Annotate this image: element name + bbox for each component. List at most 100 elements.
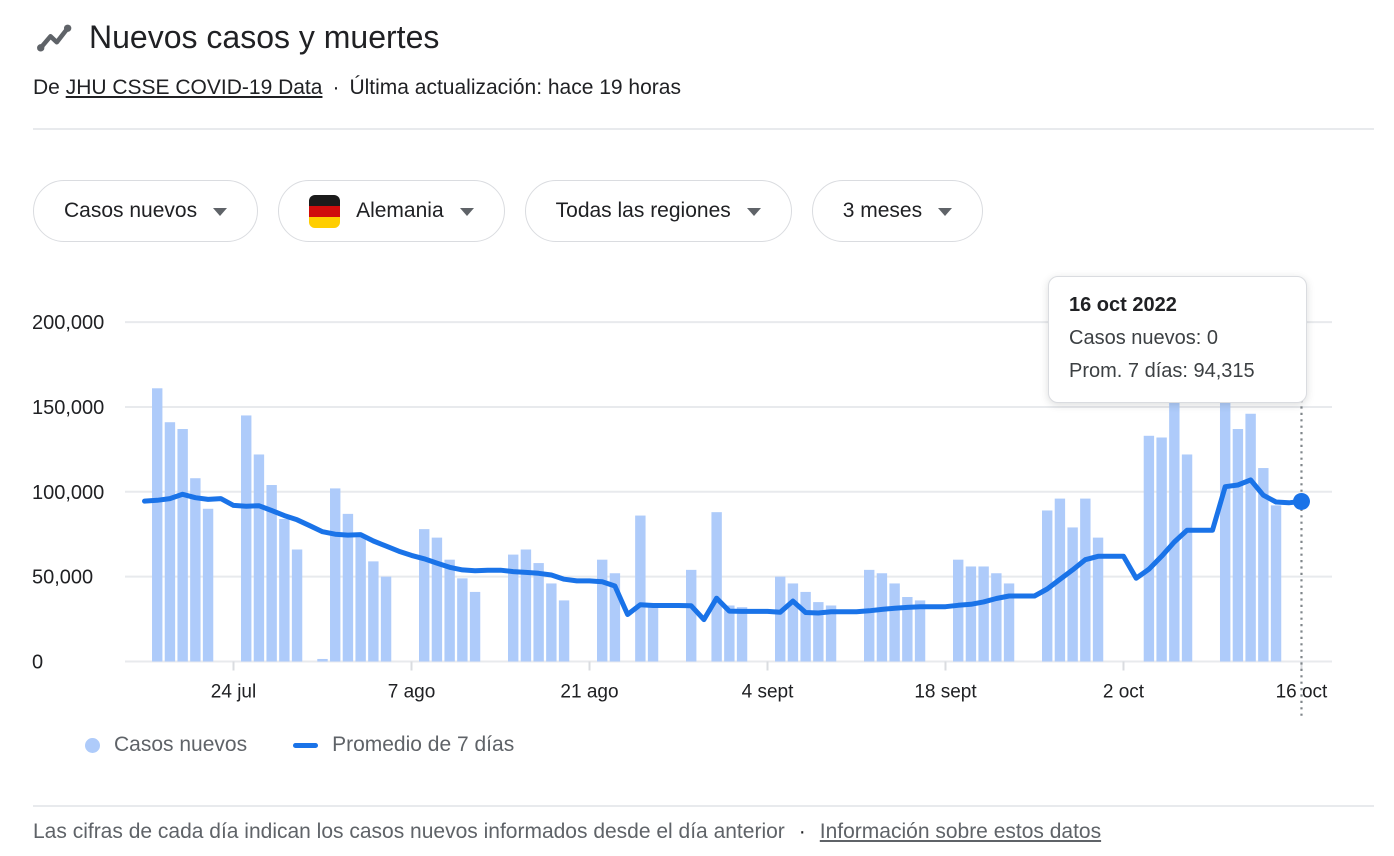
bar-casos-nuevos[interactable]	[202, 508, 214, 662]
bar-casos-nuevos[interactable]	[152, 388, 163, 662]
bar-casos-nuevos[interactable]	[864, 569, 875, 662]
line-chart-icon	[33, 16, 75, 58]
bar-casos-nuevos[interactable]	[533, 563, 544, 662]
chevron-down-icon	[213, 208, 228, 216]
separator-dot: ·	[798, 820, 806, 843]
bar-casos-nuevos[interactable]	[1067, 527, 1078, 662]
bar-casos-nuevos[interactable]	[736, 607, 748, 662]
bar-casos-nuevos[interactable]	[1092, 537, 1104, 662]
bar-casos-nuevos[interactable]	[889, 583, 900, 662]
x-axis-label: 21 ago	[560, 682, 618, 703]
bar-casos-nuevos[interactable]	[368, 561, 379, 662]
bar-casos-nuevos[interactable]	[609, 573, 621, 662]
bar-casos-nuevos[interactable]	[253, 454, 265, 662]
header-divider	[33, 128, 1374, 130]
bar-casos-nuevos[interactable]	[1080, 498, 1091, 662]
bars-legend-swatch	[85, 737, 100, 753]
bar-casos-nuevos[interactable]	[546, 583, 557, 662]
bar-casos-nuevos[interactable]	[597, 559, 608, 662]
bar-casos-nuevos[interactable]	[241, 415, 252, 662]
legend-label: Promedio de 7 días	[332, 733, 515, 756]
bar-casos-nuevos[interactable]	[1258, 468, 1269, 662]
y-axis-label: 0	[32, 652, 43, 674]
separator-dot: ·	[332, 76, 340, 99]
chevron-down-icon	[938, 208, 953, 216]
x-axis-label: 24 jul	[211, 682, 256, 703]
chip-label: Todas las regiones	[555, 199, 731, 222]
x-axis-label: 4 sept	[742, 682, 794, 703]
bar-casos-nuevos[interactable]	[330, 488, 341, 662]
bar-casos-nuevos[interactable]	[279, 518, 290, 662]
legend-item-average: Promedio de 7 días	[293, 733, 514, 757]
bar-casos-nuevos[interactable]	[1181, 454, 1193, 662]
bar-casos-nuevos[interactable]	[1003, 583, 1015, 662]
bar-casos-nuevos[interactable]	[164, 422, 176, 662]
source-prefix: De	[33, 76, 60, 99]
bar-casos-nuevos[interactable]	[431, 537, 443, 662]
y-axis-label: 200,000	[32, 312, 104, 334]
bar-casos-nuevos[interactable]	[635, 515, 646, 662]
tooltip-average: Prom. 7 días: 94,315	[1069, 360, 1255, 382]
bar-casos-nuevos[interactable]	[558, 600, 570, 662]
bar-casos-nuevos[interactable]	[787, 583, 799, 662]
x-axis-label: 2 oct	[1103, 682, 1145, 703]
data-info-link[interactable]: Información sobre estos datos	[819, 820, 1102, 843]
bar-casos-nuevos[interactable]	[825, 605, 837, 662]
legend-label: Casos nuevos	[114, 733, 248, 756]
bar-casos-nuevos[interactable]	[419, 529, 430, 662]
bar-casos-nuevos[interactable]	[317, 658, 328, 662]
bar-casos-nuevos[interactable]	[952, 559, 964, 662]
highlight-point	[1292, 492, 1310, 510]
bar-casos-nuevos[interactable]	[775, 576, 786, 662]
bar-casos-nuevos[interactable]	[876, 573, 888, 662]
bar-casos-nuevos[interactable]	[647, 605, 659, 662]
bar-casos-nuevos[interactable]	[1169, 396, 1180, 662]
cases-chart[interactable]: 0 50,000 100,000 150,000 200,000 24 jul 7 ago 2…	[0, 300, 1394, 720]
bar-casos-nuevos[interactable]	[965, 566, 977, 662]
avg7-line	[142, 477, 1304, 623]
source-link[interactable]: JHU CSSE COVID-19 Data	[65, 76, 323, 99]
filter-metric-dropdown[interactable]: Casos nuevos	[33, 180, 259, 242]
bar-casos-nuevos[interactable]	[914, 600, 926, 662]
footer-note-row: Las cifras de cada día indican los casos…	[33, 820, 1101, 844]
filter-country-dropdown[interactable]: Alemania	[278, 180, 505, 242]
filter-period-dropdown[interactable]: 3 meses	[811, 180, 984, 242]
bar-casos-nuevos[interactable]	[444, 559, 455, 662]
bar-casos-nuevos[interactable]	[686, 569, 697, 662]
bar-casos-nuevos[interactable]	[469, 591, 481, 662]
bar-casos-nuevos[interactable]	[355, 535, 366, 662]
chart-legend: Casos nuevos Promedio de 7 días	[85, 733, 514, 757]
bar-casos-nuevos[interactable]	[711, 512, 722, 662]
bar-casos-nuevos[interactable]	[508, 554, 519, 662]
filter-region-dropdown[interactable]: Todas las regiones	[524, 180, 792, 242]
page-title: Nuevos casos y muertes	[89, 18, 440, 55]
bar-casos-nuevos[interactable]	[1232, 429, 1244, 662]
tooltip-date: 16 oct 2022	[1069, 294, 1177, 316]
chevron-down-icon	[459, 208, 474, 216]
bar-casos-nuevos[interactable]	[724, 605, 735, 662]
bar-casos-nuevos[interactable]	[177, 429, 188, 662]
bar-casos-nuevos[interactable]	[1143, 435, 1155, 662]
bar-casos-nuevos[interactable]	[190, 478, 201, 662]
line-legend-swatch	[293, 742, 319, 748]
bar-casos-nuevos[interactable]	[813, 602, 824, 662]
bar-casos-nuevos[interactable]	[380, 576, 392, 662]
bar-casos-nuevos[interactable]	[1270, 505, 1282, 662]
bar-casos-nuevos[interactable]	[457, 578, 468, 662]
bar-casos-nuevos[interactable]	[520, 549, 532, 662]
y-axis-label: 100,000	[32, 482, 104, 504]
bar-casos-nuevos[interactable]	[991, 573, 1002, 662]
germany-flag-icon	[309, 194, 341, 228]
bar-casos-nuevos[interactable]	[291, 549, 303, 662]
panel-header: Nuevos casos y muertes	[33, 16, 439, 58]
bar-casos-nuevos[interactable]	[1219, 393, 1231, 662]
bar-casos-nuevos[interactable]	[266, 485, 277, 662]
bar-casos-nuevos[interactable]	[1245, 413, 1256, 662]
chart-tooltip: 16 oct 2022 Casos nuevos: 0 Prom. 7 días…	[1048, 276, 1307, 403]
bar-casos-nuevos[interactable]	[800, 591, 811, 662]
bar-casos-nuevos[interactable]	[978, 566, 989, 662]
bar-casos-nuevos[interactable]	[902, 597, 913, 662]
bar-casos-nuevos[interactable]	[342, 513, 354, 662]
bar-casos-nuevos[interactable]	[1156, 437, 1167, 662]
